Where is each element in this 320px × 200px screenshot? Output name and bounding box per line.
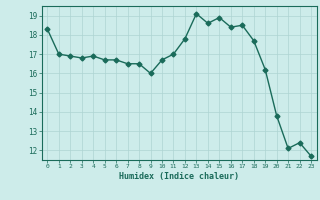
X-axis label: Humidex (Indice chaleur): Humidex (Indice chaleur) [119,172,239,181]
